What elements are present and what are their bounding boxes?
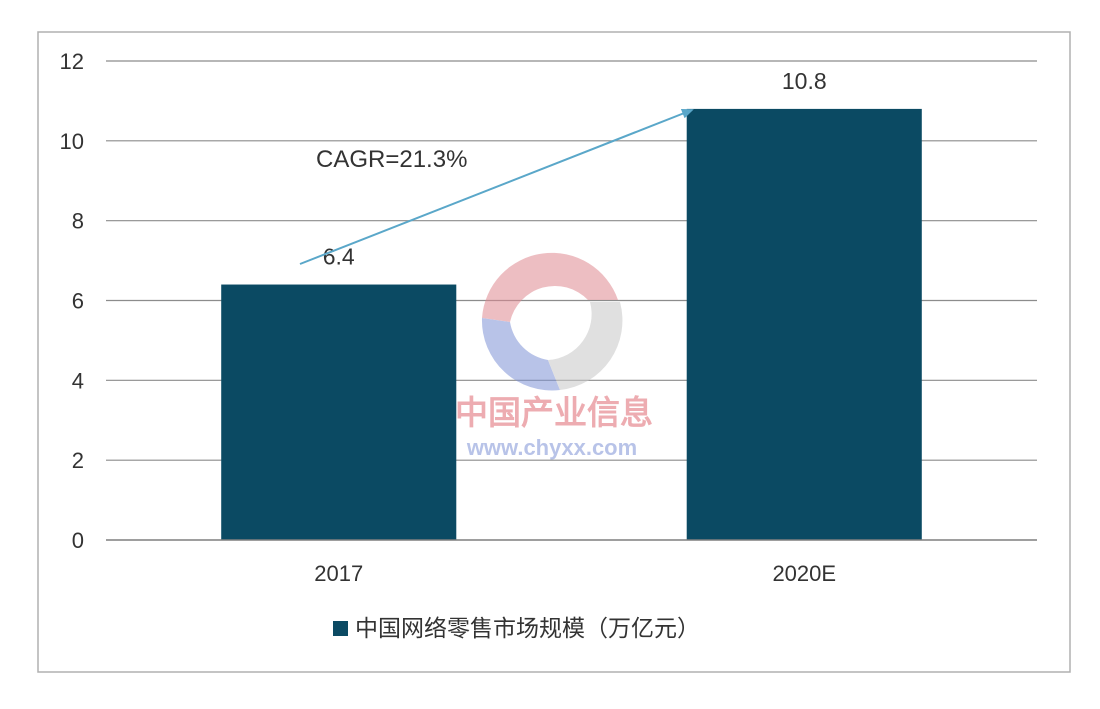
cagr-arrow bbox=[299, 109, 694, 265]
legend-swatch bbox=[333, 621, 348, 636]
y-tick-label: 10 bbox=[60, 129, 84, 154]
data-label: 10.8 bbox=[782, 68, 827, 94]
x-tick-label: 2017 bbox=[314, 561, 363, 586]
watermark-text-cn: 中国产业信息 bbox=[455, 394, 653, 431]
y-tick-label: 8 bbox=[72, 209, 84, 234]
x-tick-label: 2020E bbox=[772, 561, 836, 586]
y-tick-label: 12 bbox=[60, 49, 84, 74]
y-tick-label: 0 bbox=[72, 528, 84, 553]
watermark-text-url: www.chyxx.com bbox=[466, 435, 637, 460]
watermark-arc-red bbox=[482, 252, 618, 322]
watermark-logo: 中国产业信息 www.chyxx.com bbox=[455, 252, 653, 460]
data-label: 6.4 bbox=[323, 244, 355, 270]
legend: 中国网络零售市场规模（万亿元） bbox=[333, 615, 700, 641]
bar bbox=[686, 108, 922, 541]
x-axis-ticks: 2017 2020E bbox=[314, 561, 836, 586]
watermark-arc-blue bbox=[481, 318, 560, 391]
y-tick-label: 2 bbox=[72, 448, 84, 473]
y-tick-label: 4 bbox=[72, 368, 84, 393]
y-axis-ticks: 0 2 4 6 8 10 12 bbox=[60, 49, 84, 553]
bars bbox=[221, 108, 922, 541]
cagr-annotation: CAGR=21.3% bbox=[316, 146, 467, 173]
legend-label: 中国网络零售市场规模（万亿元） bbox=[355, 615, 700, 641]
y-tick-label: 6 bbox=[72, 289, 84, 314]
bar bbox=[221, 284, 457, 540]
watermark-arc-gray bbox=[548, 302, 623, 390]
